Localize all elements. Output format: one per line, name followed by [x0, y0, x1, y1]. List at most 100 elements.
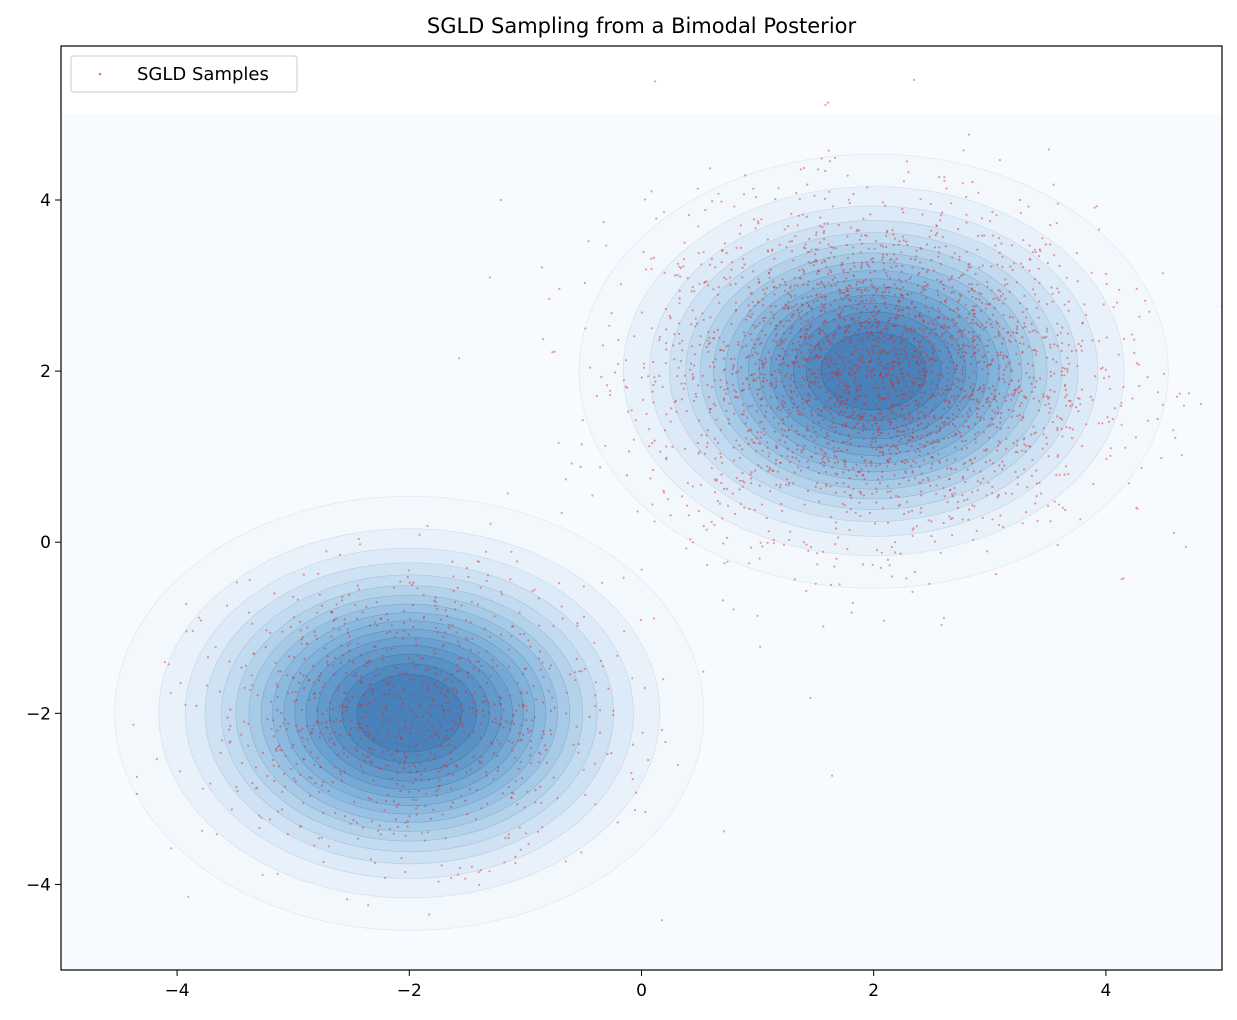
sample-point: [1032, 288, 1035, 291]
sample-point: [529, 739, 533, 743]
sample-point: [848, 367, 852, 370]
sample-point: [806, 301, 809, 304]
sample-point: [1063, 385, 1067, 388]
sample-point: [876, 394, 879, 397]
sample-point: [292, 777, 296, 780]
sample-point: [986, 350, 990, 354]
sample-point: [814, 375, 818, 379]
sample-point: [862, 494, 866, 497]
sample-point: [951, 318, 954, 321]
sample-point: [990, 392, 993, 395]
sample-point: [889, 380, 892, 383]
sample-point: [727, 418, 730, 421]
sample-point: [936, 333, 939, 336]
sample-point: [968, 459, 971, 462]
sample-point: [1029, 445, 1032, 448]
sample-point: [761, 545, 764, 548]
sample-point: [372, 738, 375, 741]
sample-point: [909, 420, 912, 423]
sample-point: [777, 405, 780, 408]
sample-point: [974, 346, 977, 349]
sample-point: [886, 362, 890, 365]
sample-point: [986, 344, 989, 347]
sample-point: [323, 682, 326, 685]
sample-point: [891, 374, 894, 377]
sample-point: [792, 380, 795, 383]
sample-point: [984, 307, 987, 310]
sample-point: [803, 335, 806, 338]
sample-point: [927, 423, 930, 426]
sample-point: [392, 800, 395, 803]
sample-point: [927, 322, 930, 325]
sample-point: [868, 360, 871, 363]
sample-point: [402, 672, 405, 675]
sample-point: [849, 268, 852, 271]
sample-point: [652, 383, 655, 387]
sample-point: [935, 425, 938, 428]
sample-point: [967, 266, 970, 269]
sample-point: [816, 376, 820, 379]
sample-point: [819, 372, 822, 375]
sample-point: [389, 675, 392, 678]
sample-point: [485, 650, 488, 653]
sample-point: [857, 431, 860, 434]
sample-point: [1010, 370, 1014, 373]
sample-point: [937, 307, 940, 310]
sample-point: [1148, 310, 1151, 313]
sample-point: [998, 325, 1001, 328]
sample-point: [861, 430, 865, 433]
sample-point: [997, 367, 1000, 370]
sample-point: [341, 703, 344, 707]
sample-point: [426, 711, 429, 715]
sample-point: [467, 657, 470, 660]
sample-point: [820, 309, 823, 313]
sample-point: [445, 695, 448, 698]
sample-point: [427, 668, 430, 671]
sample-point: [722, 542, 725, 545]
sample-point: [1187, 392, 1190, 395]
sample-point: [346, 628, 349, 631]
sample-point: [872, 334, 875, 337]
sample-point: [859, 514, 862, 518]
sample-point: [837, 367, 840, 370]
sample-point: [743, 263, 746, 266]
sample-point: [886, 485, 889, 488]
sample-point: [1023, 468, 1026, 471]
sample-point: [1033, 293, 1036, 296]
sample-point: [852, 252, 855, 255]
sample-point: [889, 316, 893, 320]
sample-point: [785, 245, 788, 249]
sample-point: [950, 493, 954, 496]
sample-point: [1033, 432, 1036, 435]
sample-point: [961, 379, 964, 382]
sample-point: [399, 790, 402, 793]
sample-point: [529, 645, 532, 648]
sample-point: [435, 794, 439, 797]
sample-point: [606, 753, 609, 756]
sample-point: [434, 596, 437, 599]
sample-point: [967, 133, 970, 136]
sample-point: [895, 264, 898, 268]
sample-point: [822, 464, 826, 468]
sample-point: [328, 719, 332, 722]
sample-point: [861, 415, 865, 418]
sample-point: [623, 630, 626, 633]
sample-point: [996, 322, 1000, 325]
sample-point: [927, 479, 930, 482]
sample-point: [1003, 464, 1006, 467]
sample-point: [996, 263, 999, 266]
sample-point: [988, 318, 991, 321]
sample-point: [1005, 355, 1008, 358]
sample-point: [844, 329, 848, 332]
sample-point: [889, 408, 892, 411]
sample-point: [356, 727, 359, 730]
sample-point: [385, 704, 388, 708]
sample-point: [804, 243, 807, 246]
sample-point: [742, 193, 746, 196]
sample-point: [971, 390, 975, 393]
sample-point: [972, 305, 975, 308]
sample-point: [368, 747, 371, 750]
sample-point: [805, 375, 808, 378]
sample-point: [903, 358, 906, 361]
sample-point: [601, 344, 605, 347]
